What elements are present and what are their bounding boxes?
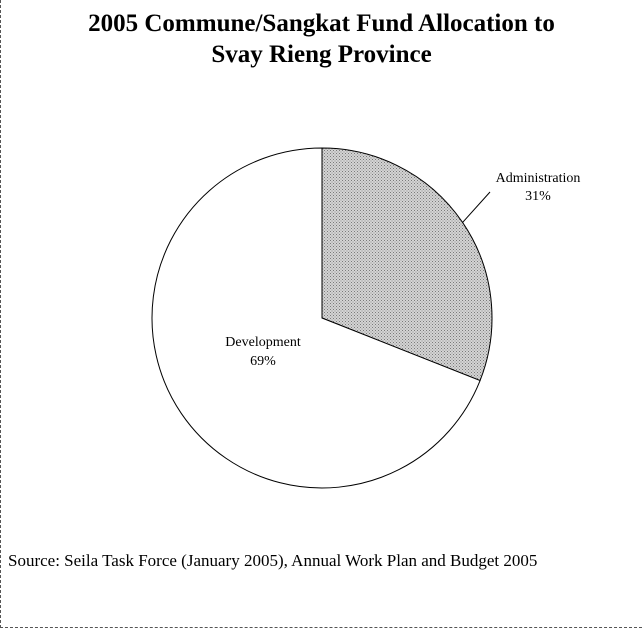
development-percent-label: 69% [250, 354, 276, 369]
administration-leader-line [462, 191, 491, 223]
chart-title-line-1: 2005 Commune/Sangkat Fund Allocation to [88, 10, 555, 37]
chart-title-line-2: Svay Rieng Province [211, 41, 432, 68]
administration-percent-label: 31% [525, 189, 551, 204]
development-label: Development [225, 335, 301, 350]
pie-slice-development [151, 147, 481, 489]
source-note: Source: Seila Task Force (January 2005),… [8, 551, 538, 570]
pie-slice-administration [321, 147, 493, 382]
administration-label: Administration [496, 171, 581, 186]
chart-title: 2005 Commune/Sangkat Fund Allocation to … [0, 8, 643, 70]
